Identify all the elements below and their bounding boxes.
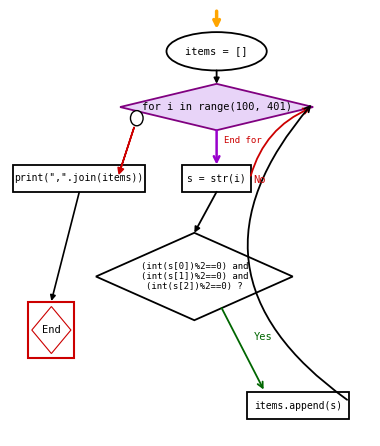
- FancyArrowPatch shape: [251, 108, 309, 176]
- Text: print(",".join(items)): print(",".join(items)): [14, 173, 144, 183]
- Text: End: End: [42, 325, 61, 335]
- Text: items = []: items = []: [185, 46, 248, 56]
- Text: s = str(i): s = str(i): [187, 173, 246, 183]
- FancyBboxPatch shape: [13, 165, 145, 192]
- Ellipse shape: [166, 32, 267, 70]
- Text: End for: End for: [224, 136, 262, 145]
- Polygon shape: [96, 233, 293, 320]
- Text: for i in range(100, 401): for i in range(100, 401): [142, 102, 291, 112]
- Text: items.append(s): items.append(s): [254, 401, 342, 411]
- FancyArrowPatch shape: [248, 106, 347, 400]
- FancyBboxPatch shape: [247, 392, 349, 419]
- FancyArrowPatch shape: [118, 128, 134, 173]
- Polygon shape: [32, 306, 71, 354]
- FancyBboxPatch shape: [182, 165, 251, 192]
- Text: (int(s[0])%2==0) and
(int(s[1])%2==0) and
(int(s[2])%2==0) ?: (int(s[0])%2==0) and (int(s[1])%2==0) an…: [141, 262, 248, 291]
- Text: Yes: Yes: [254, 332, 272, 342]
- Text: No: No: [254, 175, 266, 185]
- FancyBboxPatch shape: [28, 302, 74, 358]
- Polygon shape: [120, 84, 313, 130]
- FancyArrowPatch shape: [222, 308, 263, 388]
- Circle shape: [130, 111, 143, 126]
